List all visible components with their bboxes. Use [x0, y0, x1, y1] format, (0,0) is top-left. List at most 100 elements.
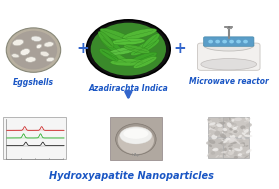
Ellipse shape	[211, 151, 215, 155]
Ellipse shape	[229, 139, 234, 143]
Ellipse shape	[228, 119, 232, 123]
Ellipse shape	[223, 140, 228, 143]
Ellipse shape	[212, 148, 218, 151]
Ellipse shape	[226, 142, 229, 143]
Ellipse shape	[222, 132, 224, 134]
Ellipse shape	[240, 142, 245, 146]
Ellipse shape	[228, 124, 234, 127]
Ellipse shape	[228, 125, 230, 128]
Ellipse shape	[226, 155, 230, 157]
Ellipse shape	[238, 153, 242, 156]
Ellipse shape	[204, 40, 254, 51]
Ellipse shape	[211, 125, 216, 128]
Ellipse shape	[110, 59, 146, 66]
Ellipse shape	[91, 23, 166, 76]
Ellipse shape	[234, 156, 238, 159]
Ellipse shape	[201, 59, 257, 70]
Ellipse shape	[226, 137, 230, 140]
Ellipse shape	[10, 31, 57, 70]
Ellipse shape	[229, 149, 234, 152]
Ellipse shape	[221, 141, 226, 146]
Ellipse shape	[238, 135, 242, 138]
Ellipse shape	[209, 139, 215, 144]
Ellipse shape	[222, 143, 228, 145]
Ellipse shape	[207, 153, 210, 157]
Ellipse shape	[223, 140, 229, 144]
Ellipse shape	[233, 127, 237, 130]
Ellipse shape	[242, 153, 245, 154]
Ellipse shape	[224, 148, 227, 151]
FancyBboxPatch shape	[223, 117, 249, 137]
Ellipse shape	[224, 124, 226, 129]
Ellipse shape	[112, 38, 145, 45]
Ellipse shape	[124, 45, 150, 53]
Ellipse shape	[241, 155, 249, 156]
Ellipse shape	[220, 142, 223, 144]
Ellipse shape	[231, 127, 235, 129]
Ellipse shape	[241, 137, 246, 140]
Ellipse shape	[227, 122, 232, 127]
Ellipse shape	[225, 138, 232, 142]
Ellipse shape	[246, 149, 252, 153]
Ellipse shape	[246, 145, 248, 147]
Ellipse shape	[244, 135, 252, 137]
Ellipse shape	[86, 20, 170, 78]
Ellipse shape	[223, 153, 226, 155]
Ellipse shape	[20, 49, 30, 55]
Text: Microwave reactor: Microwave reactor	[189, 77, 269, 86]
FancyBboxPatch shape	[208, 138, 234, 158]
FancyBboxPatch shape	[223, 138, 249, 158]
Ellipse shape	[219, 133, 222, 136]
Ellipse shape	[211, 126, 215, 129]
Ellipse shape	[223, 128, 227, 131]
Ellipse shape	[228, 145, 233, 147]
Ellipse shape	[230, 135, 235, 139]
Ellipse shape	[230, 131, 234, 136]
Ellipse shape	[228, 151, 234, 155]
Ellipse shape	[6, 28, 61, 72]
Ellipse shape	[232, 119, 235, 122]
Ellipse shape	[207, 119, 211, 121]
Ellipse shape	[223, 118, 229, 121]
Ellipse shape	[218, 118, 221, 119]
Ellipse shape	[219, 120, 222, 121]
Text: Hydroxyapatite Nanoparticles: Hydroxyapatite Nanoparticles	[49, 171, 213, 181]
Ellipse shape	[231, 123, 237, 127]
Circle shape	[209, 40, 212, 43]
Ellipse shape	[99, 49, 129, 64]
FancyBboxPatch shape	[3, 117, 66, 159]
Ellipse shape	[229, 133, 232, 135]
Ellipse shape	[209, 128, 211, 130]
Ellipse shape	[25, 57, 36, 62]
FancyBboxPatch shape	[110, 117, 162, 160]
Ellipse shape	[230, 150, 235, 155]
Ellipse shape	[214, 131, 220, 136]
Ellipse shape	[133, 56, 157, 68]
Ellipse shape	[243, 129, 245, 132]
Ellipse shape	[209, 144, 212, 147]
Ellipse shape	[211, 135, 217, 139]
Ellipse shape	[240, 125, 246, 129]
Ellipse shape	[11, 54, 19, 58]
Ellipse shape	[244, 155, 249, 158]
Ellipse shape	[227, 126, 231, 129]
Ellipse shape	[245, 131, 251, 135]
Ellipse shape	[219, 155, 223, 157]
Circle shape	[237, 40, 240, 43]
Ellipse shape	[40, 51, 49, 57]
Ellipse shape	[246, 118, 251, 122]
Text: +: +	[174, 41, 186, 56]
Ellipse shape	[108, 47, 138, 55]
Ellipse shape	[218, 128, 223, 131]
Ellipse shape	[226, 120, 230, 122]
Ellipse shape	[209, 122, 215, 125]
Ellipse shape	[235, 140, 240, 144]
FancyBboxPatch shape	[208, 117, 234, 137]
Ellipse shape	[234, 148, 241, 151]
Ellipse shape	[215, 155, 219, 158]
Ellipse shape	[218, 122, 226, 125]
Circle shape	[230, 40, 233, 43]
Ellipse shape	[209, 128, 216, 131]
Ellipse shape	[229, 117, 231, 121]
FancyBboxPatch shape	[204, 37, 254, 46]
